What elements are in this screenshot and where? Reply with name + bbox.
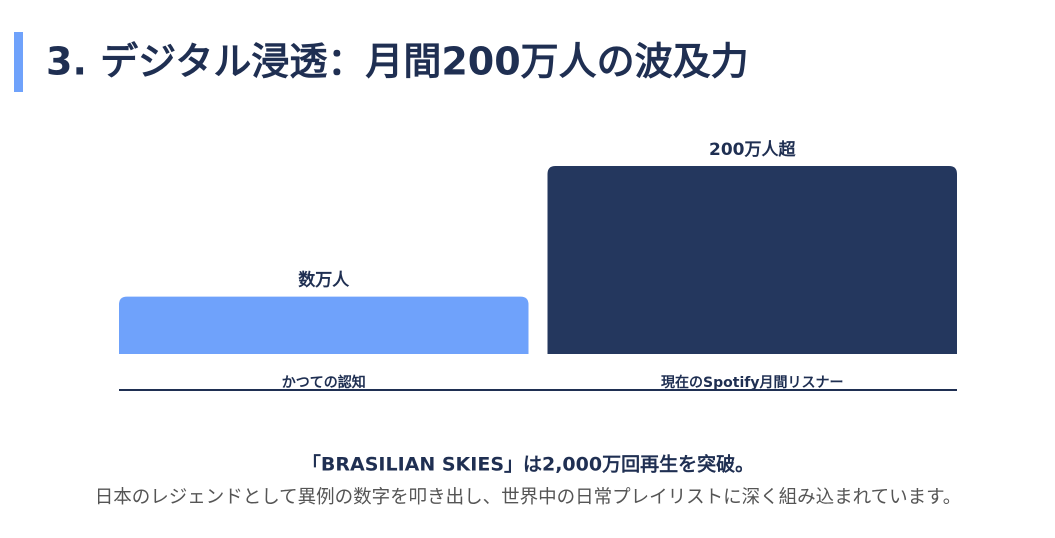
- bar: [547, 166, 957, 354]
- bar: [119, 296, 529, 354]
- description: 日本のレジェンドとして異例の数字を叩き出し、世界中の日常プレイリストに深く組み込…: [95, 487, 962, 508]
- x-tick-label: 現在のSpotify月間リスナー: [661, 374, 843, 391]
- title-accent: [14, 32, 23, 92]
- x-tick-label: かつての認知: [282, 374, 366, 391]
- value-label: 200万人超: [709, 139, 796, 160]
- value-label: 数万人: [298, 270, 350, 291]
- slide-title: 3. デジタル浸透：月間200万人の波及力: [46, 40, 749, 84]
- highlight-note: 「BRASILIAN SKIES」は2,000万回再生を突破。: [302, 453, 754, 476]
